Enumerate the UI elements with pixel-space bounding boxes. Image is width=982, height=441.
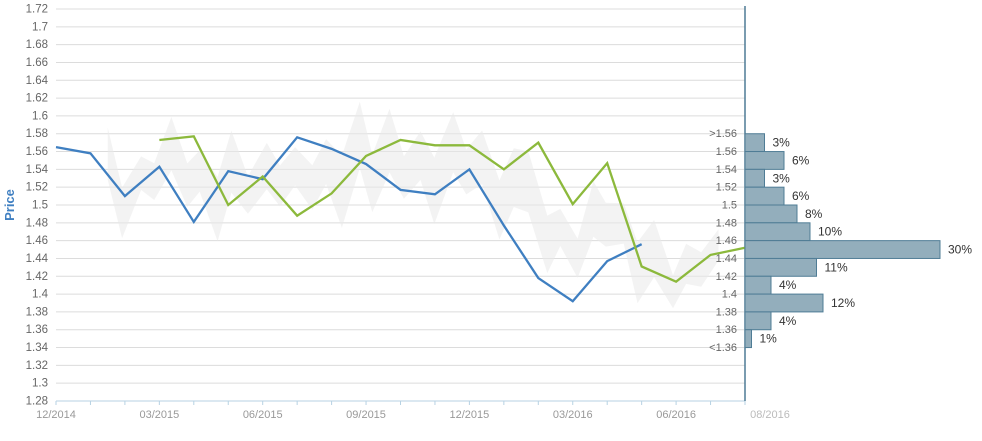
svg-text:1.34: 1.34	[26, 342, 49, 354]
svg-text:6%: 6%	[792, 153, 810, 167]
svg-text:>1.56: >1.56	[709, 128, 737, 140]
svg-text:12/2015: 12/2015	[450, 409, 490, 421]
svg-text:1.38: 1.38	[716, 306, 737, 318]
svg-text:1.32: 1.32	[26, 360, 48, 372]
svg-text:<1.36: <1.36	[709, 342, 737, 354]
svg-text:1.36: 1.36	[26, 324, 48, 336]
svg-text:1.42: 1.42	[26, 271, 48, 283]
svg-text:3%: 3%	[773, 171, 791, 185]
svg-text:1.28: 1.28	[26, 396, 48, 408]
svg-text:1.68: 1.68	[26, 39, 48, 51]
svg-text:Price: Price	[2, 189, 17, 221]
svg-text:09/2015: 09/2015	[346, 409, 386, 421]
svg-text:1.4: 1.4	[722, 289, 737, 301]
svg-text:1.54: 1.54	[716, 164, 737, 176]
svg-text:12/2014: 12/2014	[36, 409, 76, 421]
svg-text:1.54: 1.54	[26, 164, 49, 176]
svg-text:1.46: 1.46	[26, 235, 48, 247]
svg-text:4%: 4%	[779, 314, 797, 328]
svg-text:1.44: 1.44	[716, 253, 737, 265]
svg-text:1.62: 1.62	[26, 93, 48, 105]
svg-text:1.64: 1.64	[26, 75, 49, 87]
svg-text:1.3: 1.3	[32, 378, 48, 390]
svg-text:1.56: 1.56	[26, 146, 48, 158]
svg-text:1.52: 1.52	[26, 182, 48, 194]
svg-text:1.36: 1.36	[716, 324, 737, 336]
svg-text:1.48: 1.48	[716, 217, 737, 229]
svg-text:6%: 6%	[792, 189, 810, 203]
svg-text:03/2016: 03/2016	[553, 409, 593, 421]
svg-text:06/2016: 06/2016	[656, 409, 696, 421]
svg-text:1%: 1%	[760, 332, 778, 346]
svg-text:08/2016: 08/2016	[750, 409, 790, 421]
svg-text:1.5: 1.5	[722, 200, 737, 212]
svg-text:06/2015: 06/2015	[243, 409, 283, 421]
svg-text:1.4: 1.4	[32, 289, 49, 301]
svg-text:1.38: 1.38	[26, 306, 48, 318]
svg-text:8%: 8%	[805, 207, 823, 221]
svg-text:1.44: 1.44	[26, 253, 49, 265]
svg-text:30%: 30%	[948, 243, 972, 257]
svg-text:3%: 3%	[773, 136, 791, 150]
svg-text:12%: 12%	[831, 296, 855, 310]
svg-text:1.6: 1.6	[32, 110, 48, 122]
svg-text:1.46: 1.46	[716, 235, 737, 247]
svg-text:1.72: 1.72	[26, 4, 48, 16]
svg-text:1.56: 1.56	[716, 146, 737, 158]
svg-text:1.66: 1.66	[26, 57, 48, 69]
svg-text:1.5: 1.5	[32, 200, 48, 212]
svg-text:1.7: 1.7	[32, 21, 48, 33]
svg-text:1.58: 1.58	[26, 128, 48, 140]
svg-text:1.48: 1.48	[26, 217, 48, 229]
svg-text:11%: 11%	[825, 260, 848, 274]
svg-text:03/2015: 03/2015	[139, 409, 179, 421]
svg-text:1.52: 1.52	[716, 182, 737, 194]
svg-text:1.42: 1.42	[716, 271, 737, 283]
svg-text:10%: 10%	[818, 225, 842, 239]
svg-text:4%: 4%	[779, 278, 797, 292]
